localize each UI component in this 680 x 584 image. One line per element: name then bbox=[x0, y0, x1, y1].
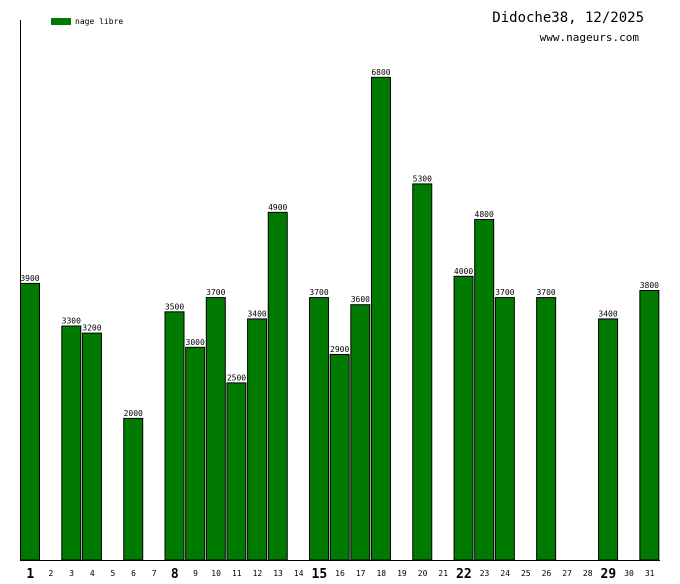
x-tick-label-13: 13 bbox=[273, 569, 283, 578]
chart-subtitle: www.nageurs.com bbox=[539, 31, 639, 44]
value-label-day-18: 6800 bbox=[371, 68, 390, 77]
x-tick-label-18: 18 bbox=[376, 569, 386, 578]
value-label-day-6: 2000 bbox=[124, 409, 143, 418]
x-tick-label-16: 16 bbox=[335, 569, 345, 578]
value-label-day-22: 4000 bbox=[454, 267, 473, 276]
bar-day-23 bbox=[474, 218, 495, 561]
bar-day-3 bbox=[61, 325, 82, 561]
bar-day-8 bbox=[164, 311, 185, 561]
value-label-day-26: 3700 bbox=[536, 288, 555, 297]
value-label-day-29: 3400 bbox=[598, 309, 617, 318]
value-label-day-10: 3700 bbox=[206, 288, 225, 297]
bar-day-18 bbox=[370, 76, 391, 561]
chart-title: Didoche38, 12/2025 bbox=[492, 10, 644, 26]
value-label-day-20: 5300 bbox=[413, 174, 432, 183]
x-tick-label-1: 1 bbox=[26, 567, 34, 580]
x-tick-label-12: 12 bbox=[253, 569, 263, 578]
value-label-day-31: 3800 bbox=[640, 281, 659, 290]
bar-day-6 bbox=[123, 417, 144, 561]
bar-day-22 bbox=[453, 275, 474, 561]
bar-day-31 bbox=[639, 290, 660, 561]
x-tick-label-30: 30 bbox=[624, 569, 634, 578]
x-tick-label-7: 7 bbox=[152, 569, 157, 578]
bar-day-20 bbox=[412, 183, 433, 561]
bar-day-13 bbox=[267, 211, 288, 561]
x-tick-label-14: 14 bbox=[294, 569, 304, 578]
x-tick-label-31: 31 bbox=[645, 569, 655, 578]
value-label-day-24: 3700 bbox=[495, 288, 514, 297]
x-tick-label-11: 11 bbox=[232, 569, 242, 578]
value-label-day-11: 2500 bbox=[227, 373, 246, 382]
x-tick-label-17: 17 bbox=[356, 569, 366, 578]
x-tick-label-9: 9 bbox=[193, 569, 198, 578]
value-label-day-13: 4900 bbox=[268, 203, 287, 212]
bar-day-1 bbox=[20, 282, 40, 561]
x-tick-label-4: 4 bbox=[90, 569, 95, 578]
x-tick-label-3: 3 bbox=[69, 569, 74, 578]
x-tick-label-19: 19 bbox=[397, 569, 407, 578]
value-label-day-8: 3500 bbox=[165, 302, 184, 311]
value-label-day-23: 4800 bbox=[475, 210, 494, 219]
bar-day-24 bbox=[494, 297, 515, 561]
bar-day-10 bbox=[205, 297, 226, 561]
x-tick-label-10: 10 bbox=[211, 569, 221, 578]
value-label-day-15: 3700 bbox=[309, 288, 328, 297]
x-tick-label-27: 27 bbox=[562, 569, 572, 578]
value-label-day-9: 3000 bbox=[186, 338, 205, 347]
x-tick-label-22: 22 bbox=[456, 567, 472, 580]
x-tick-label-8: 8 bbox=[171, 567, 179, 580]
value-label-day-16: 2900 bbox=[330, 345, 349, 354]
x-tick-label-29: 29 bbox=[601, 567, 617, 580]
bar-day-16 bbox=[329, 353, 350, 561]
x-tick-label-23: 23 bbox=[480, 569, 490, 578]
x-tick-label-15: 15 bbox=[312, 567, 328, 580]
x-tick-label-21: 21 bbox=[438, 569, 448, 578]
x-tick-label-24: 24 bbox=[500, 569, 510, 578]
bar-day-29 bbox=[598, 318, 619, 561]
bar-day-26 bbox=[536, 297, 557, 561]
bar-day-9 bbox=[185, 346, 206, 561]
value-label-day-4: 3200 bbox=[82, 324, 101, 333]
x-tick-label-25: 25 bbox=[521, 569, 531, 578]
x-tick-label-20: 20 bbox=[418, 569, 428, 578]
x-tick-label-5: 5 bbox=[110, 569, 115, 578]
bar-day-15 bbox=[309, 297, 330, 561]
bars-layer bbox=[20, 76, 660, 561]
legend-label: nage libre bbox=[75, 17, 124, 26]
x-tick-label-28: 28 bbox=[583, 569, 593, 578]
value-label-day-3: 3300 bbox=[62, 317, 81, 326]
bar-day-11 bbox=[226, 382, 247, 561]
value-label-day-12: 3400 bbox=[247, 309, 266, 318]
bar-day-17 bbox=[350, 304, 371, 561]
x-tick-labels-layer: 1 2 3 4 5 6 7 8 9 10 11 12 13 14 15 16 17 18 19 20 21 22 23 24 2… bbox=[26, 567, 655, 582]
x-tick-label-2: 2 bbox=[49, 569, 54, 578]
legend-swatch bbox=[51, 18, 71, 25]
value-label-day-1: 3900 bbox=[20, 274, 39, 283]
legend: nage libre bbox=[51, 17, 123, 26]
x-tick-label-26: 26 bbox=[542, 569, 552, 578]
bar-day-12 bbox=[247, 318, 268, 561]
x-tick-label-6: 6 bbox=[131, 569, 136, 578]
value-label-day-17: 3600 bbox=[351, 295, 370, 304]
bar-day-4 bbox=[81, 332, 102, 561]
